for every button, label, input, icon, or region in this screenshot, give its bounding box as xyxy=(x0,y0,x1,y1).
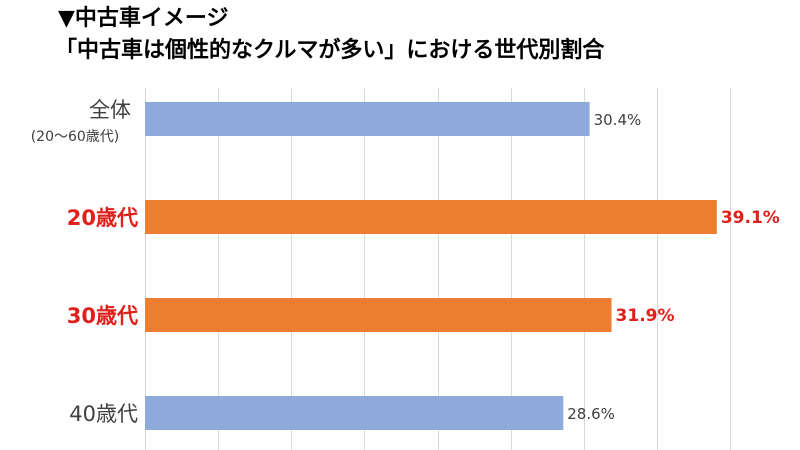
category-label: 20歳代 xyxy=(67,206,138,230)
bar xyxy=(145,200,717,234)
page-title: ▼中古車イメージ xyxy=(58,6,229,31)
bar xyxy=(145,396,564,430)
data-label: 31.9% xyxy=(616,306,675,326)
category-label: 30歳代 xyxy=(67,304,138,328)
data-label: 30.4% xyxy=(594,111,642,129)
chart-subtitle: 「中古車は個性的なクルマが多い」における世代別割合 xyxy=(55,38,605,63)
category-label: 40歳代 xyxy=(69,402,138,426)
category-label: 全体 xyxy=(89,98,131,122)
data-label: 39.1% xyxy=(721,208,780,228)
data-label: 28.6% xyxy=(567,405,615,423)
bar xyxy=(145,298,612,332)
category-sublabel: (20～60歳代) xyxy=(31,129,120,145)
bar xyxy=(145,102,590,136)
